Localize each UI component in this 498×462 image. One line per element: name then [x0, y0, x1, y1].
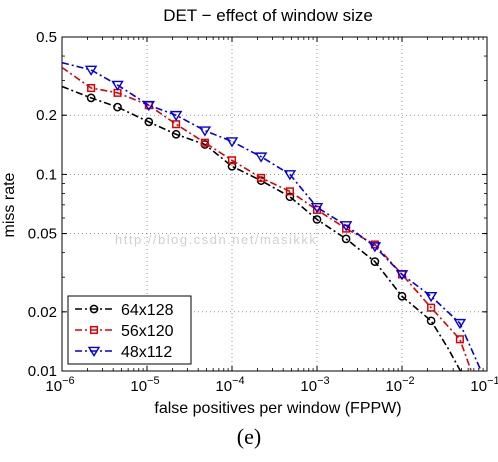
y-tick-label: 0.01	[28, 363, 57, 380]
grid-lines	[62, 37, 487, 371]
x-tick-exponent: −3	[317, 375, 330, 387]
x-tick-base: 10	[385, 378, 402, 395]
x-tick-exponent: −2	[402, 375, 415, 387]
y-tick-label: 0.2	[36, 107, 57, 124]
x-tick-label: 10−1	[470, 375, 498, 395]
x-tick-label: 10−6	[45, 375, 74, 395]
series-line	[62, 66, 473, 371]
axes-frame	[61, 36, 488, 372]
x-tick-base: 10	[215, 378, 232, 395]
legend-label: 64x128	[121, 302, 174, 319]
x-tick-base: 10	[300, 378, 317, 395]
data-point	[84, 65, 98, 76]
legend-marker	[89, 304, 99, 314]
data-point	[257, 173, 266, 182]
x-tick-base: 10	[45, 378, 62, 395]
series-48x112	[62, 61, 483, 371]
y-tick-label: 0.1	[36, 166, 57, 183]
det-chart: 10−6 10−5 10−4 10−3 10−2 10−10.010.020.050.10…	[1, 6, 498, 417]
y-tick-label: 0.05	[28, 226, 57, 243]
x-tick-label: 10−4	[215, 375, 244, 395]
data-point	[169, 110, 183, 122]
data-point	[370, 257, 380, 266]
y-tick-label: 0.5	[36, 29, 57, 46]
legend-item: 64x128	[75, 302, 174, 319]
y-tick-label: 0.02	[28, 304, 57, 321]
data-point	[341, 234, 351, 244]
data-point	[424, 291, 438, 303]
series-line	[62, 61, 483, 371]
x-tick-exponent: −4	[232, 375, 245, 387]
data-point	[285, 187, 294, 196]
series-line	[62, 85, 462, 371]
data-point	[225, 137, 239, 148]
x-tick-exponent: −5	[147, 375, 160, 387]
data-point	[283, 170, 297, 181]
data-point	[227, 161, 237, 171]
data-point	[171, 129, 181, 139]
series-64x128	[62, 85, 462, 371]
legend-box	[67, 295, 192, 365]
x-tick-exponent: −1	[487, 375, 498, 387]
watermark-text: http://blog.csdn.net/masikkk	[115, 232, 318, 247]
data-point	[200, 138, 209, 147]
data-point	[395, 270, 409, 281]
data-point	[455, 335, 464, 344]
data-point	[144, 117, 154, 127]
y-axis-label: miss rate	[1, 172, 18, 237]
data-point	[285, 192, 295, 202]
legend-label: 48x112	[121, 344, 172, 361]
legend-marker	[89, 325, 99, 335]
data-point	[312, 215, 322, 224]
legend-marker	[87, 346, 101, 357]
legend: 64x128 56x120 48x112	[67, 295, 192, 365]
data-point	[427, 303, 436, 312]
x-tick-label: 10−5	[130, 375, 159, 395]
data-point	[111, 80, 124, 91]
x-tick-label: 10−2	[385, 375, 414, 395]
data-point	[397, 291, 407, 301]
figure-caption: (e)	[236, 424, 262, 449]
data-point	[142, 100, 156, 112]
data-point	[453, 318, 467, 330]
data-point	[254, 152, 268, 163]
plot-area: 10−6 10−5 10−4 10−3 10−2 10−10.010.020.050.10…	[28, 29, 498, 395]
data-point	[198, 126, 212, 137]
data-point	[86, 93, 96, 103]
chart-title: DET − effect of window size	[163, 6, 373, 25]
x-tick-base: 10	[130, 378, 147, 395]
x-tick-base: 10	[470, 378, 487, 395]
data-point	[310, 203, 324, 214]
data-point	[87, 83, 96, 93]
data-point	[113, 102, 122, 112]
x-tick-label: 10−3	[300, 375, 329, 395]
x-tick-exponent: −6	[62, 375, 75, 387]
data-point	[227, 156, 237, 165]
data-point	[426, 316, 436, 326]
x-axis-label: false positives per window (FPPW)	[154, 400, 401, 417]
legend-label: 56x120	[121, 323, 174, 340]
legend-item: 56x120	[75, 323, 174, 340]
data-point	[368, 242, 382, 253]
data-point	[339, 221, 353, 232]
legend-item: 48x112	[75, 344, 172, 361]
